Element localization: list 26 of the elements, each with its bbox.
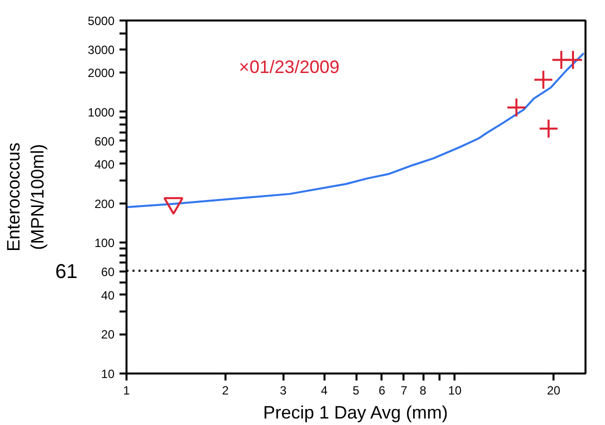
annotation: ×01/23/2009 xyxy=(238,57,340,78)
y-tick-label: 600 xyxy=(94,134,115,148)
y-tick-label: 20 xyxy=(101,328,115,342)
y-tick-label: 60 xyxy=(101,265,115,280)
y-tick-label: 10 xyxy=(101,367,115,381)
y-tick-label: 400 xyxy=(94,157,115,172)
x-axis-title: Precip 1 Day Avg (mm) xyxy=(263,402,448,422)
x-tick-label: 5 xyxy=(352,384,360,398)
y-tick-label: 3000 xyxy=(88,43,115,58)
y-tick-label: 5000 xyxy=(88,14,115,28)
y-tick-label: 2000 xyxy=(88,66,115,80)
y-tick-label: 40 xyxy=(101,288,115,302)
x-tick-label: 8 xyxy=(420,384,427,398)
x-tick-label: 1 xyxy=(123,384,130,398)
x-tick-label: 3 xyxy=(280,384,287,398)
x-tick-label: 6 xyxy=(378,384,386,398)
y-tick-label: 1000 xyxy=(88,105,115,120)
x-tick-label: 4 xyxy=(320,384,328,398)
x-tick-label: 2 xyxy=(222,384,230,398)
y-tick-label: 100 xyxy=(94,236,115,250)
x-tick-label: 7 xyxy=(400,384,408,398)
ref-line-label: 61 xyxy=(55,260,78,283)
y-tick-label: 200 xyxy=(94,196,115,211)
x-tick-label: 10 xyxy=(448,384,462,398)
x-tick-label: 20 xyxy=(547,384,561,398)
y-axis-title: Enterococcus (MPN/100ml) xyxy=(4,142,48,252)
